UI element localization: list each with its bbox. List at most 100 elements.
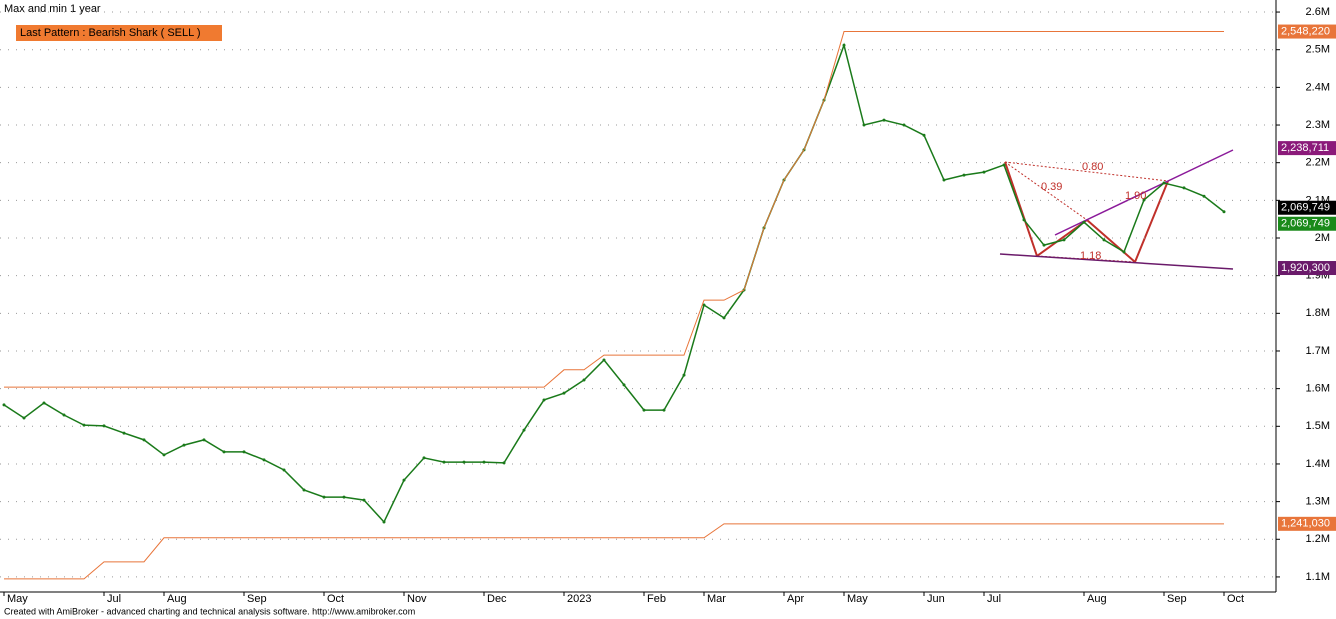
y-tick-label: 1.6M <box>1306 383 1330 395</box>
y-tick-label: 2.6M <box>1306 6 1330 18</box>
price-point <box>162 453 166 457</box>
price-point <box>882 118 886 122</box>
x-tick-label: Nov <box>407 593 427 605</box>
y-tick-label: 1.8M <box>1306 307 1330 319</box>
price-point <box>1062 238 1066 242</box>
price-point <box>722 316 726 320</box>
price-label: 1,241,030 <box>1281 518 1330 530</box>
y-tick-label: 2.2M <box>1306 157 1330 169</box>
y-tick-label: 2.4M <box>1306 81 1330 93</box>
price-point <box>142 438 146 442</box>
price-point <box>922 133 926 137</box>
x-tick-label: Mar <box>707 593 726 605</box>
price-label-box <box>1278 141 1336 156</box>
price-label: 2,069,749 <box>1281 218 1330 230</box>
pattern-label: Last Pattern : Bearish Shark ( SELL ) <box>20 27 201 39</box>
x-tick-label: May <box>7 593 28 605</box>
price-label: 2,548,220 <box>1281 25 1330 37</box>
footer: Created with AmiBroker - advanced charti… <box>4 606 415 616</box>
price-point <box>602 358 606 362</box>
price-point <box>1102 238 1106 242</box>
price-point <box>262 458 266 462</box>
price-label: 2,238,711 <box>1281 142 1329 154</box>
price-label: 1,920,300 <box>1281 262 1330 274</box>
price-point <box>662 408 666 412</box>
y-tick-label: 1.3M <box>1306 496 1330 508</box>
x-tick-label: Aug <box>1087 593 1107 605</box>
x-tick-label: Oct <box>327 593 344 605</box>
price-point <box>502 461 506 465</box>
price-point <box>982 170 986 174</box>
price-point <box>242 450 246 454</box>
price-point <box>222 450 226 454</box>
price-point <box>862 123 866 127</box>
price-point <box>1182 186 1186 190</box>
y-tick-label: 1.4M <box>1306 458 1330 470</box>
price-point <box>1222 210 1226 214</box>
price-point <box>582 378 586 382</box>
price-point <box>962 173 966 177</box>
price-point <box>1202 194 1206 198</box>
price-point <box>562 391 566 395</box>
x-tick-label: Dec <box>487 593 507 605</box>
x-tick-label: Feb <box>647 593 666 605</box>
x-tick-label: Aug <box>167 593 187 605</box>
x-tick-label: Sep <box>247 593 267 605</box>
price-point <box>482 460 486 464</box>
price-label-box <box>1278 261 1336 276</box>
pattern-leg <box>1004 161 1038 257</box>
price-point <box>842 43 846 47</box>
price-point <box>1042 243 1046 247</box>
y-tick-label: 2M <box>1315 232 1330 244</box>
price-point <box>182 443 186 447</box>
price-point <box>702 303 706 307</box>
price-point <box>1022 218 1026 222</box>
price-point <box>382 520 386 524</box>
price-point <box>302 488 306 492</box>
x-tick-label: Sep <box>1167 593 1187 605</box>
y-tick-label: 1.7M <box>1306 345 1330 357</box>
x-tick-label: Jun <box>927 593 945 605</box>
price-point <box>202 438 206 442</box>
price-point <box>442 460 446 464</box>
ratio-label: 1.18 <box>1080 250 1101 262</box>
price-point <box>62 413 66 417</box>
y-tick-label: 1.5M <box>1306 420 1330 432</box>
pattern-leg <box>1134 180 1169 263</box>
price-point <box>1082 220 1086 224</box>
ratio-label: 1.90 <box>1125 190 1146 202</box>
price-point <box>1002 163 1006 167</box>
price-point <box>402 478 406 482</box>
price-line <box>3 42 1225 524</box>
chart-title: Max and min 1 year <box>4 3 101 15</box>
range-line <box>4 31 1224 388</box>
price-point <box>902 123 906 127</box>
price-label-box <box>1278 516 1336 531</box>
price-point <box>102 424 106 428</box>
price-point <box>1122 250 1126 254</box>
price-label-box <box>1278 216 1336 231</box>
price-point <box>542 398 546 402</box>
price-label-box <box>1278 24 1336 39</box>
y-tick-label: 1.1M <box>1306 571 1330 583</box>
ratio-label: 0.39 <box>1041 181 1062 193</box>
trend-line <box>999 253 1234 270</box>
x-tick-label: Jul <box>987 593 1001 605</box>
price-point <box>22 416 26 420</box>
x-tick-label: Oct <box>1227 593 1244 605</box>
price-point <box>122 431 126 435</box>
price-label-box <box>1278 200 1336 215</box>
price-point <box>1142 198 1146 202</box>
price-label: 2,069,749 <box>1281 202 1330 214</box>
pattern-label-box <box>16 25 222 41</box>
pattern-leg <box>1086 219 1136 263</box>
y-tick-label: 2.3M <box>1306 119 1330 131</box>
price-point <box>322 495 326 499</box>
range-line <box>4 523 1224 580</box>
price-point <box>362 498 366 502</box>
price-point <box>942 178 946 182</box>
pattern-ratio-line <box>1004 161 1169 182</box>
price-point <box>342 495 346 499</box>
